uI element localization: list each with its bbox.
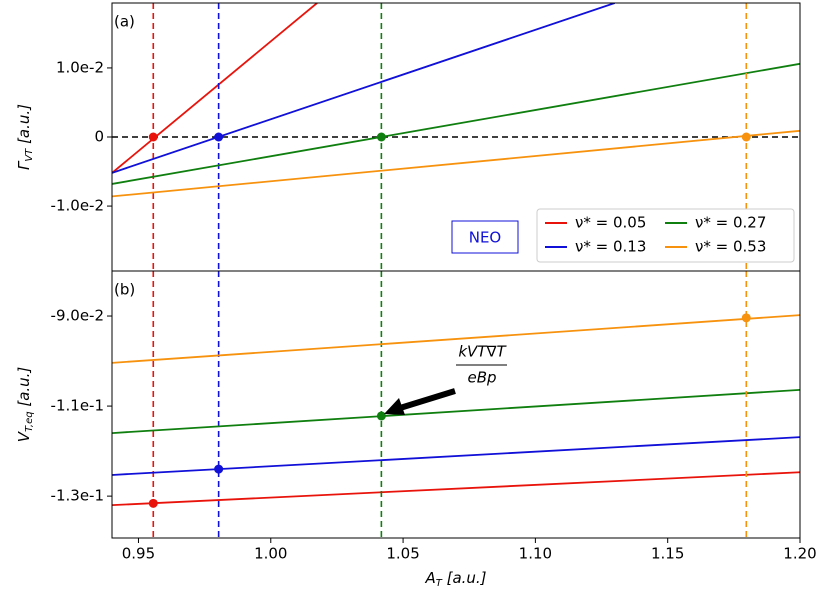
x-tick-label: 1.10: [519, 545, 552, 563]
x-tick-label: 0.95: [122, 545, 155, 563]
series-line: [112, 388, 800, 434]
arrow-shaft: [399, 388, 456, 411]
label-sub: VT: [24, 148, 35, 162]
plot-area: [112, 271, 800, 538]
label-unit: [a.u.]: [15, 104, 33, 149]
series-line: [112, 436, 800, 476]
label-unit: [a.u.]: [15, 367, 33, 412]
series-line: [112, 314, 800, 364]
label-main: V: [15, 430, 33, 442]
panel-label: (a): [114, 13, 135, 31]
label-sub: T: [436, 578, 443, 589]
marker: [376, 411, 386, 421]
marker: [148, 132, 158, 142]
y-tick-label: -1.0e-2: [51, 197, 104, 215]
series-line: [112, 129, 800, 198]
marker: [376, 132, 386, 142]
x-tick-label: 1.15: [651, 545, 684, 563]
marker: [214, 132, 224, 142]
y-tick-label: -1.1e-1: [51, 397, 104, 415]
series-line: [112, 62, 800, 185]
panel-label: (b): [114, 281, 135, 299]
label-sub: T,eq: [24, 411, 35, 432]
y-tick-label: 1.0e-2: [56, 58, 104, 76]
marker: [214, 464, 224, 474]
annotation-numerator: kVT∇T: [458, 343, 507, 361]
arrow-head: [384, 398, 405, 415]
y-tick-label: 0: [94, 128, 104, 146]
annotation: NEO: [469, 229, 502, 247]
series-line: [112, 3, 616, 174]
plot-frame: [111, 270, 801, 539]
x-tick-label: 1.00: [254, 545, 287, 563]
label-main: Γ: [15, 160, 33, 170]
series-line: [112, 471, 800, 507]
y-tick-label: -1.3e-1: [51, 487, 104, 505]
legend-label: ν* = 0.05: [575, 214, 646, 232]
axis-label: AT [a.u.]: [424, 569, 486, 590]
marker: [741, 313, 751, 323]
annotation-denominator: eBp: [467, 369, 496, 387]
marker: [148, 498, 158, 508]
label-unit: [a.u.]: [442, 569, 487, 587]
legend-label: ν* = 0.27: [695, 214, 766, 232]
legend-box: [536, 208, 795, 263]
y-tick-label: -9.0e-2: [51, 307, 104, 325]
legend-label: ν* = 0.53: [695, 238, 766, 256]
axis-label: VT,eq [a.u.]: [15, 367, 36, 443]
label-main: A: [424, 569, 435, 587]
series-line: [112, 3, 318, 174]
marker: [741, 132, 751, 142]
x-tick-label: 1.05: [386, 545, 419, 563]
legend-label: ν* = 0.13: [575, 238, 646, 256]
annotation-box: [451, 220, 519, 254]
axis-label: ΓVT [a.u.]: [15, 104, 36, 170]
x-tick-label: 1.20: [783, 545, 816, 563]
